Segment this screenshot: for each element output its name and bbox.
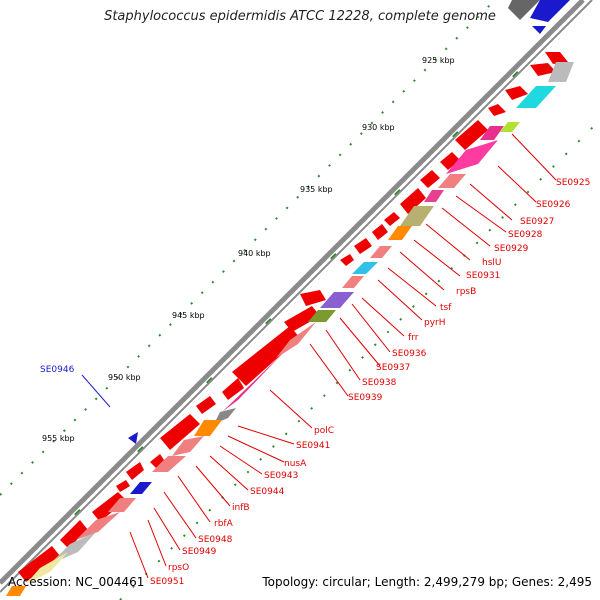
gene-label: SE0938 xyxy=(362,378,397,388)
scale-label: 925 kbp xyxy=(422,56,455,65)
scale-label: 950 kbp xyxy=(108,373,141,382)
gene-label: SE0948 xyxy=(198,535,233,545)
inner-track-genes xyxy=(6,62,574,596)
gene-label-se0946: SE0946 xyxy=(40,365,75,375)
gene-label: SE0941 xyxy=(296,441,330,451)
gene-label: SE0937 xyxy=(376,363,410,373)
gene-label: infB xyxy=(232,503,250,513)
cds-feature xyxy=(508,0,540,20)
scale-ticks xyxy=(74,71,519,516)
gene-label: SE0928 xyxy=(508,230,543,240)
cds-feature xyxy=(530,0,570,22)
gene-label: SE0944 xyxy=(250,487,285,497)
gene-label: hslU xyxy=(482,258,501,268)
gene-label: SE0943 xyxy=(264,471,298,481)
gene-label: SE0949 xyxy=(182,547,217,557)
scale-label: 930 kbp xyxy=(362,123,395,132)
gene-label: polC xyxy=(314,426,334,436)
inner-dotted-ring xyxy=(119,119,600,600)
gene-label: SE0939 xyxy=(348,393,383,403)
scale-label: 945 kbp xyxy=(172,311,205,320)
gene-label: nusA xyxy=(284,459,307,469)
map-title: Staphylococcus epidermidis ATCC 12228, c… xyxy=(104,9,496,24)
gene-label: SE0931 xyxy=(466,271,500,281)
gene-label: frr xyxy=(408,333,419,343)
gene-label: SE0925 xyxy=(556,178,590,188)
scale-label: 935 kbp xyxy=(300,185,333,194)
label-leaders xyxy=(129,133,557,579)
genome-summary: Topology: circular; Length: 2,499,279 bp… xyxy=(262,575,592,589)
se0946-pointer xyxy=(81,374,111,408)
backbone-ring-outer xyxy=(0,0,585,585)
gene-label: SE0936 xyxy=(392,349,427,359)
scale-label: 955 kbp xyxy=(42,434,75,443)
gene-label: SE0929 xyxy=(494,244,529,254)
gene-label: rbfA xyxy=(214,519,234,529)
backbone-ring-inner xyxy=(0,0,593,593)
gene-label: SE0927 xyxy=(520,217,554,227)
forward-strand-genes xyxy=(18,52,568,582)
gene-label: pyrH xyxy=(424,318,446,328)
gene-label: SE0926 xyxy=(536,200,571,210)
accession-label: Accession: NC_004461 xyxy=(8,575,145,589)
outer-dotted-ring xyxy=(0,0,497,496)
cds-feature xyxy=(532,26,546,34)
gene-label: SE0951 xyxy=(150,577,184,587)
gene-label: rpsO xyxy=(168,563,189,573)
gene-label: rpsB xyxy=(456,287,476,297)
gene-label: tsf xyxy=(440,303,452,313)
se0946-feature xyxy=(128,432,138,444)
scale-label: 940 kbp xyxy=(238,249,271,258)
